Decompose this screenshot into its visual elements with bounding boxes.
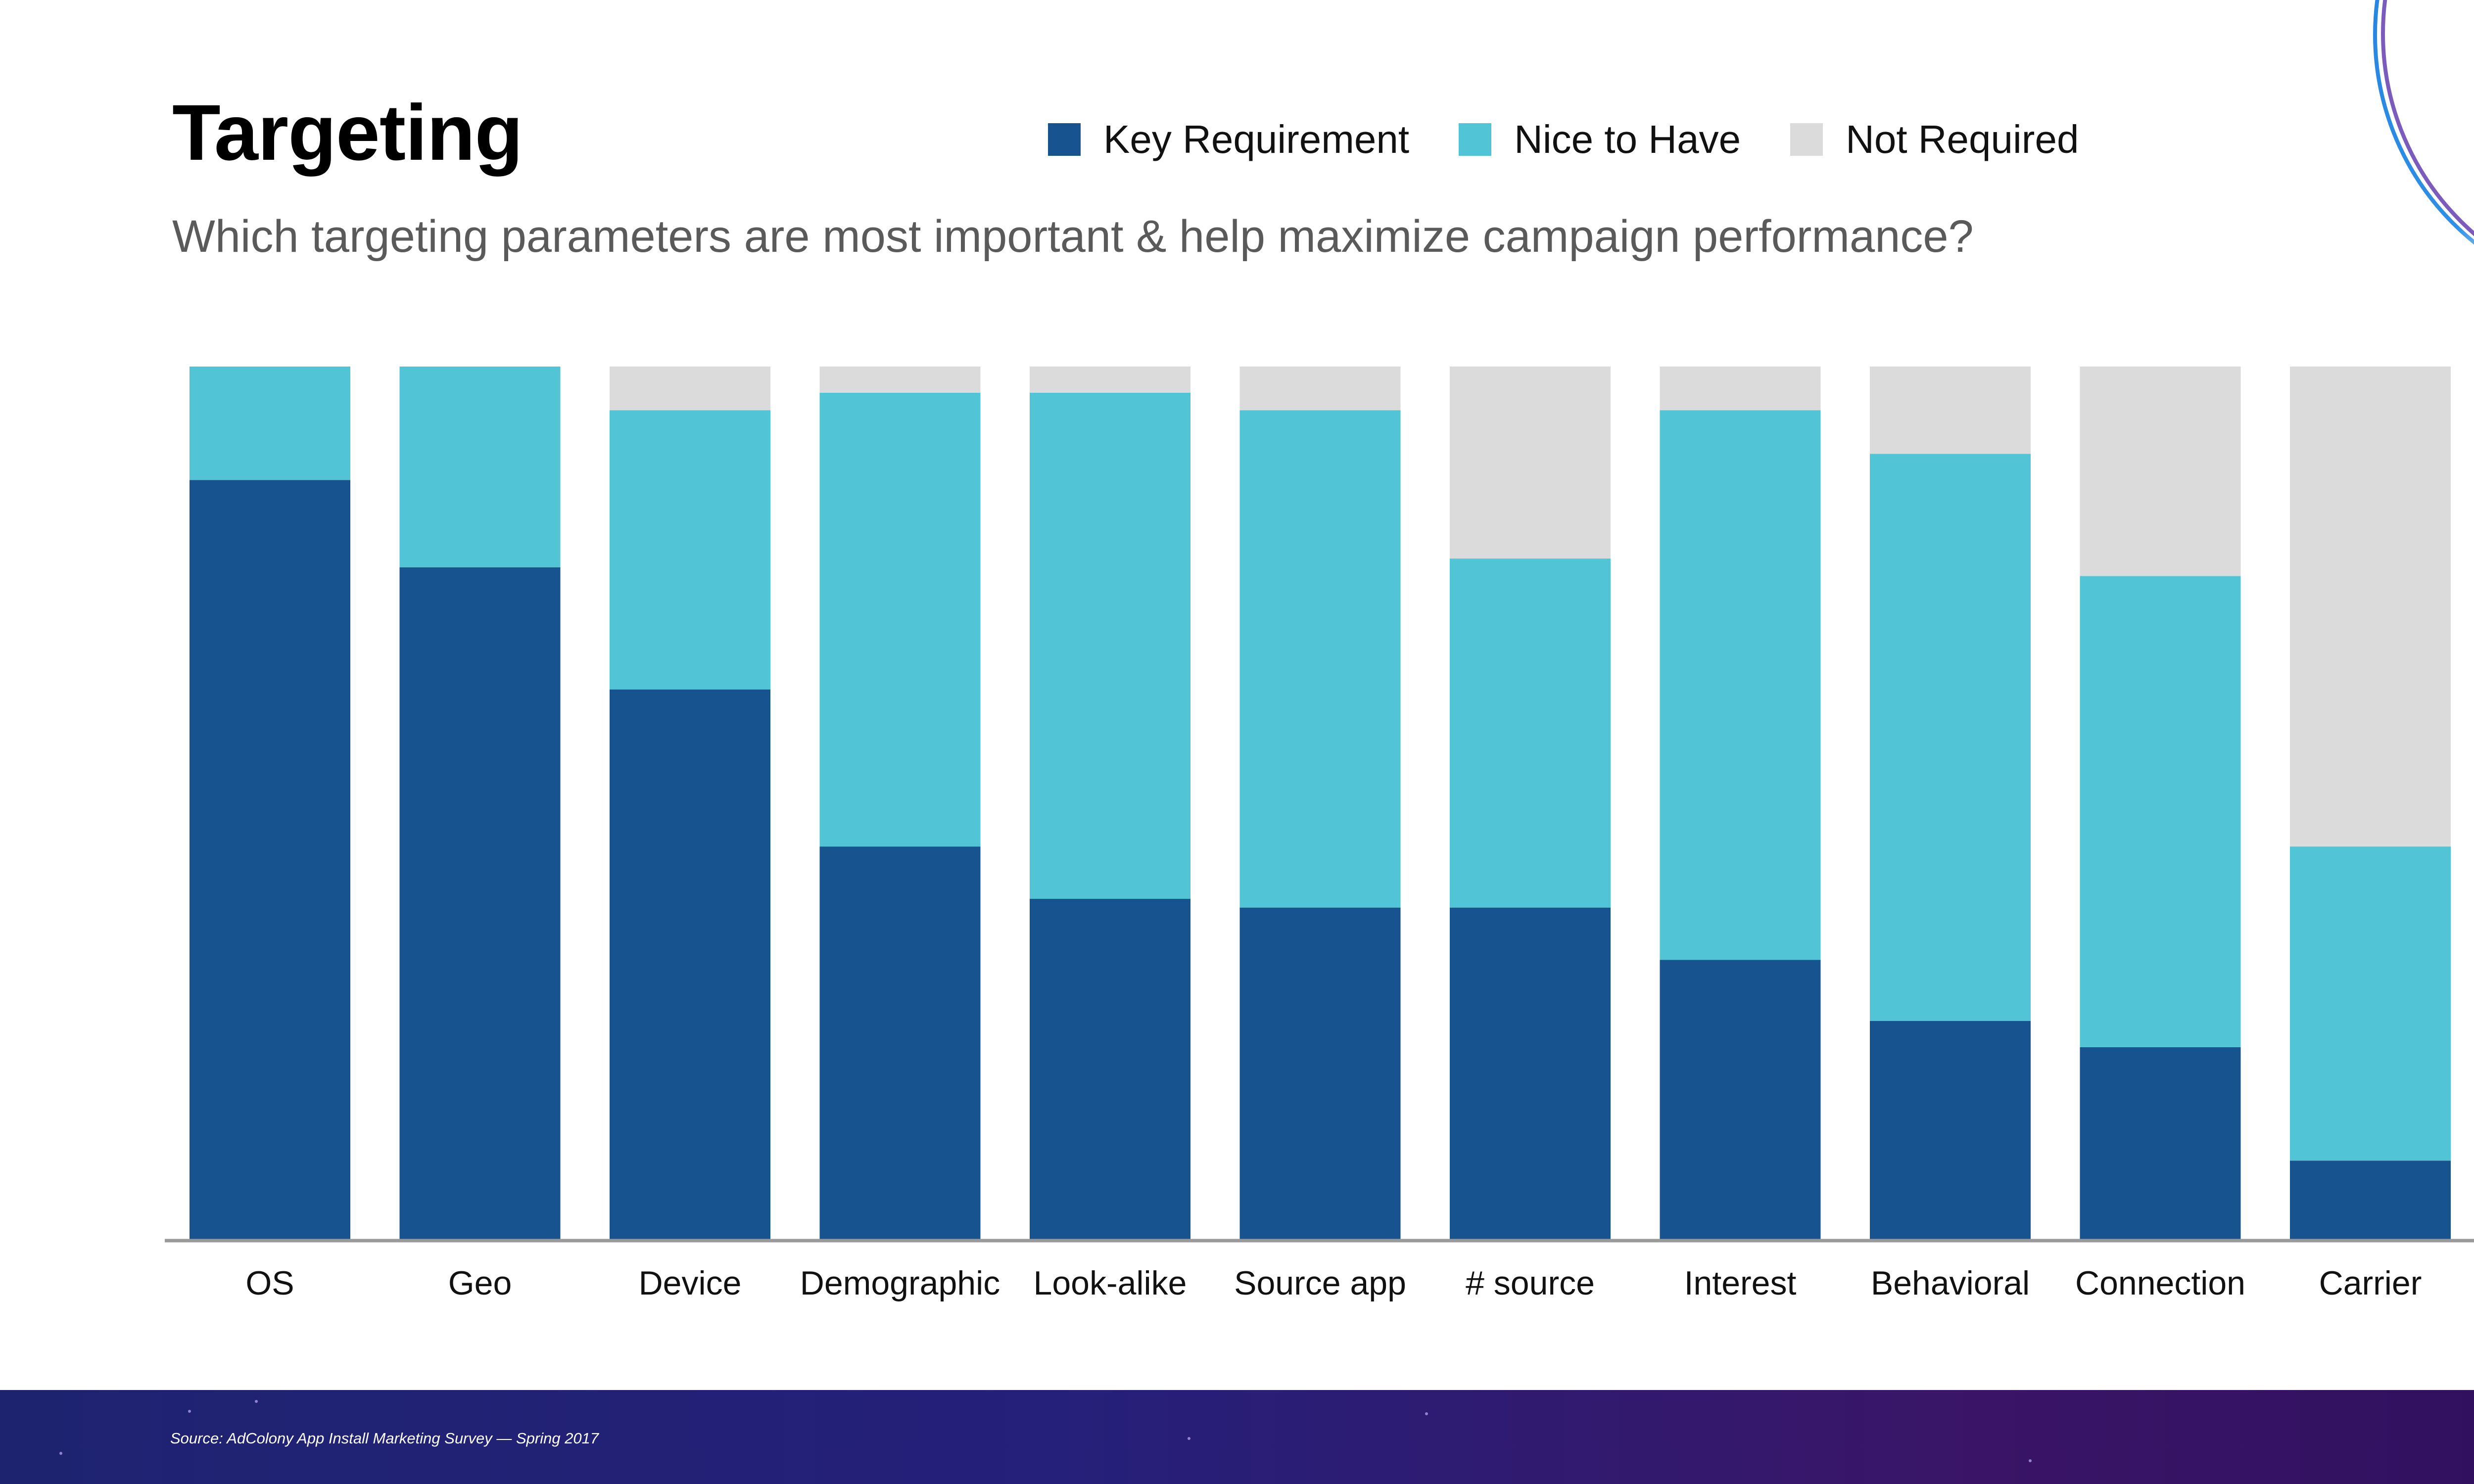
star-decoration [188, 1410, 191, 1413]
bar-segment-key-requirement-source-app [1239, 907, 1401, 1239]
bar-segment-nice-to-have-behavioral [1870, 454, 2031, 1021]
bars-group [190, 367, 2451, 1239]
legend-item-not-required: Not Required [1790, 120, 2079, 159]
bar-segment-not-required-interest [1660, 367, 1821, 411]
star-decoration [1425, 1412, 1428, 1415]
star-decoration [1188, 1437, 1190, 1440]
bar-segment-key-requirement-os [190, 480, 350, 1239]
x-tick-label: Demographic [800, 1264, 1000, 1302]
legend-item-nice-to-have: Nice to Have [1459, 120, 1741, 159]
chart-legend: Key Requirement Nice to Have Not Require… [1048, 120, 2128, 159]
x-tick-label: Geo [448, 1264, 512, 1302]
bar-segment-key-requirement-geo [399, 567, 561, 1239]
bar-segment-nice-to-have-os [190, 367, 350, 480]
x-tick-label: Behavioral [1871, 1264, 2030, 1302]
bar-segment-key-requirement-behavioral [1870, 1021, 2031, 1239]
bar-segment-nice-to-have-interest [1660, 410, 1821, 960]
x-tick-label: Interest [1684, 1264, 1797, 1302]
x-tick-label: Carrier [2319, 1264, 2422, 1302]
bar-segment-not-required-look-alike [1030, 367, 1190, 393]
bar-segment-not-required-source-app [1239, 367, 1401, 411]
bar-segment-nice-to-have-source [1450, 558, 1611, 908]
bar-segment-key-requirement-carrier [2290, 1160, 2451, 1239]
x-tick-label: Look-alike [1034, 1264, 1187, 1302]
bar-segment-key-requirement-source [1450, 907, 1611, 1239]
footer-banner: Source: AdColony App Install Marketing S… [0, 1390, 2474, 1484]
bar-segment-not-required-source [1450, 367, 1611, 559]
bar-segment-not-required-device [610, 367, 770, 411]
bar-segment-nice-to-have-demographic [819, 392, 981, 847]
x-tick-label: # source [1466, 1264, 1595, 1302]
x-tick-label: Source app [1234, 1264, 1406, 1302]
bar-segment-nice-to-have-connection [2080, 576, 2241, 1047]
legend-swatch-key-requirement [1048, 123, 1081, 156]
x-tick-labels: OS Geo Device Demographic Look-alike Source a… [245, 1264, 2422, 1302]
bar-segment-nice-to-have-source-app [1239, 410, 1401, 908]
source-citation: Source: AdColony App Install Marketing S… [170, 1430, 599, 1447]
bar-segment-key-requirement-demographic [819, 846, 981, 1239]
bar-segment-key-requirement-look-alike [1030, 899, 1190, 1239]
legend-swatch-nice-to-have [1459, 123, 1492, 156]
bar-segment-nice-to-have-carrier [2290, 846, 2451, 1161]
slide-subtitle: Which targeting parameters are most impo… [172, 211, 1974, 262]
legend-label: Not Required [1846, 117, 2079, 161]
bar-segment-not-required-carrier [2290, 367, 2451, 847]
star-decoration [59, 1452, 62, 1455]
legend-label: Key Requirement [1103, 117, 1410, 161]
x-tick-label: OS [245, 1264, 294, 1302]
bar-segment-nice-to-have-device [610, 410, 770, 690]
bar-segment-not-required-connection [2080, 367, 2241, 576]
bar-segment-not-required-behavioral [1870, 367, 2031, 454]
bar-segment-not-required-demographic [819, 367, 981, 393]
star-decoration [255, 1400, 258, 1403]
legend-label: Nice to Have [1514, 117, 1741, 161]
bar-segment-key-requirement-device [610, 689, 770, 1239]
x-tick-label: Device [639, 1264, 742, 1302]
bar-segment-nice-to-have-geo [399, 367, 561, 567]
stacked-bar-chart: OS Geo Device Demographic Look-alike Source a… [165, 367, 2474, 1302]
bar-segment-key-requirement-interest [1660, 960, 1821, 1239]
bar-segment-key-requirement-connection [2080, 1047, 2241, 1239]
bar-segment-nice-to-have-look-alike [1030, 392, 1190, 899]
slide-title: Targeting [172, 88, 523, 177]
legend-swatch-not-required [1790, 123, 1823, 156]
x-tick-label: Connection [2075, 1264, 2245, 1302]
legend-item-key-requirement: Key Requirement [1048, 120, 1409, 159]
star-decoration [2029, 1459, 2032, 1462]
